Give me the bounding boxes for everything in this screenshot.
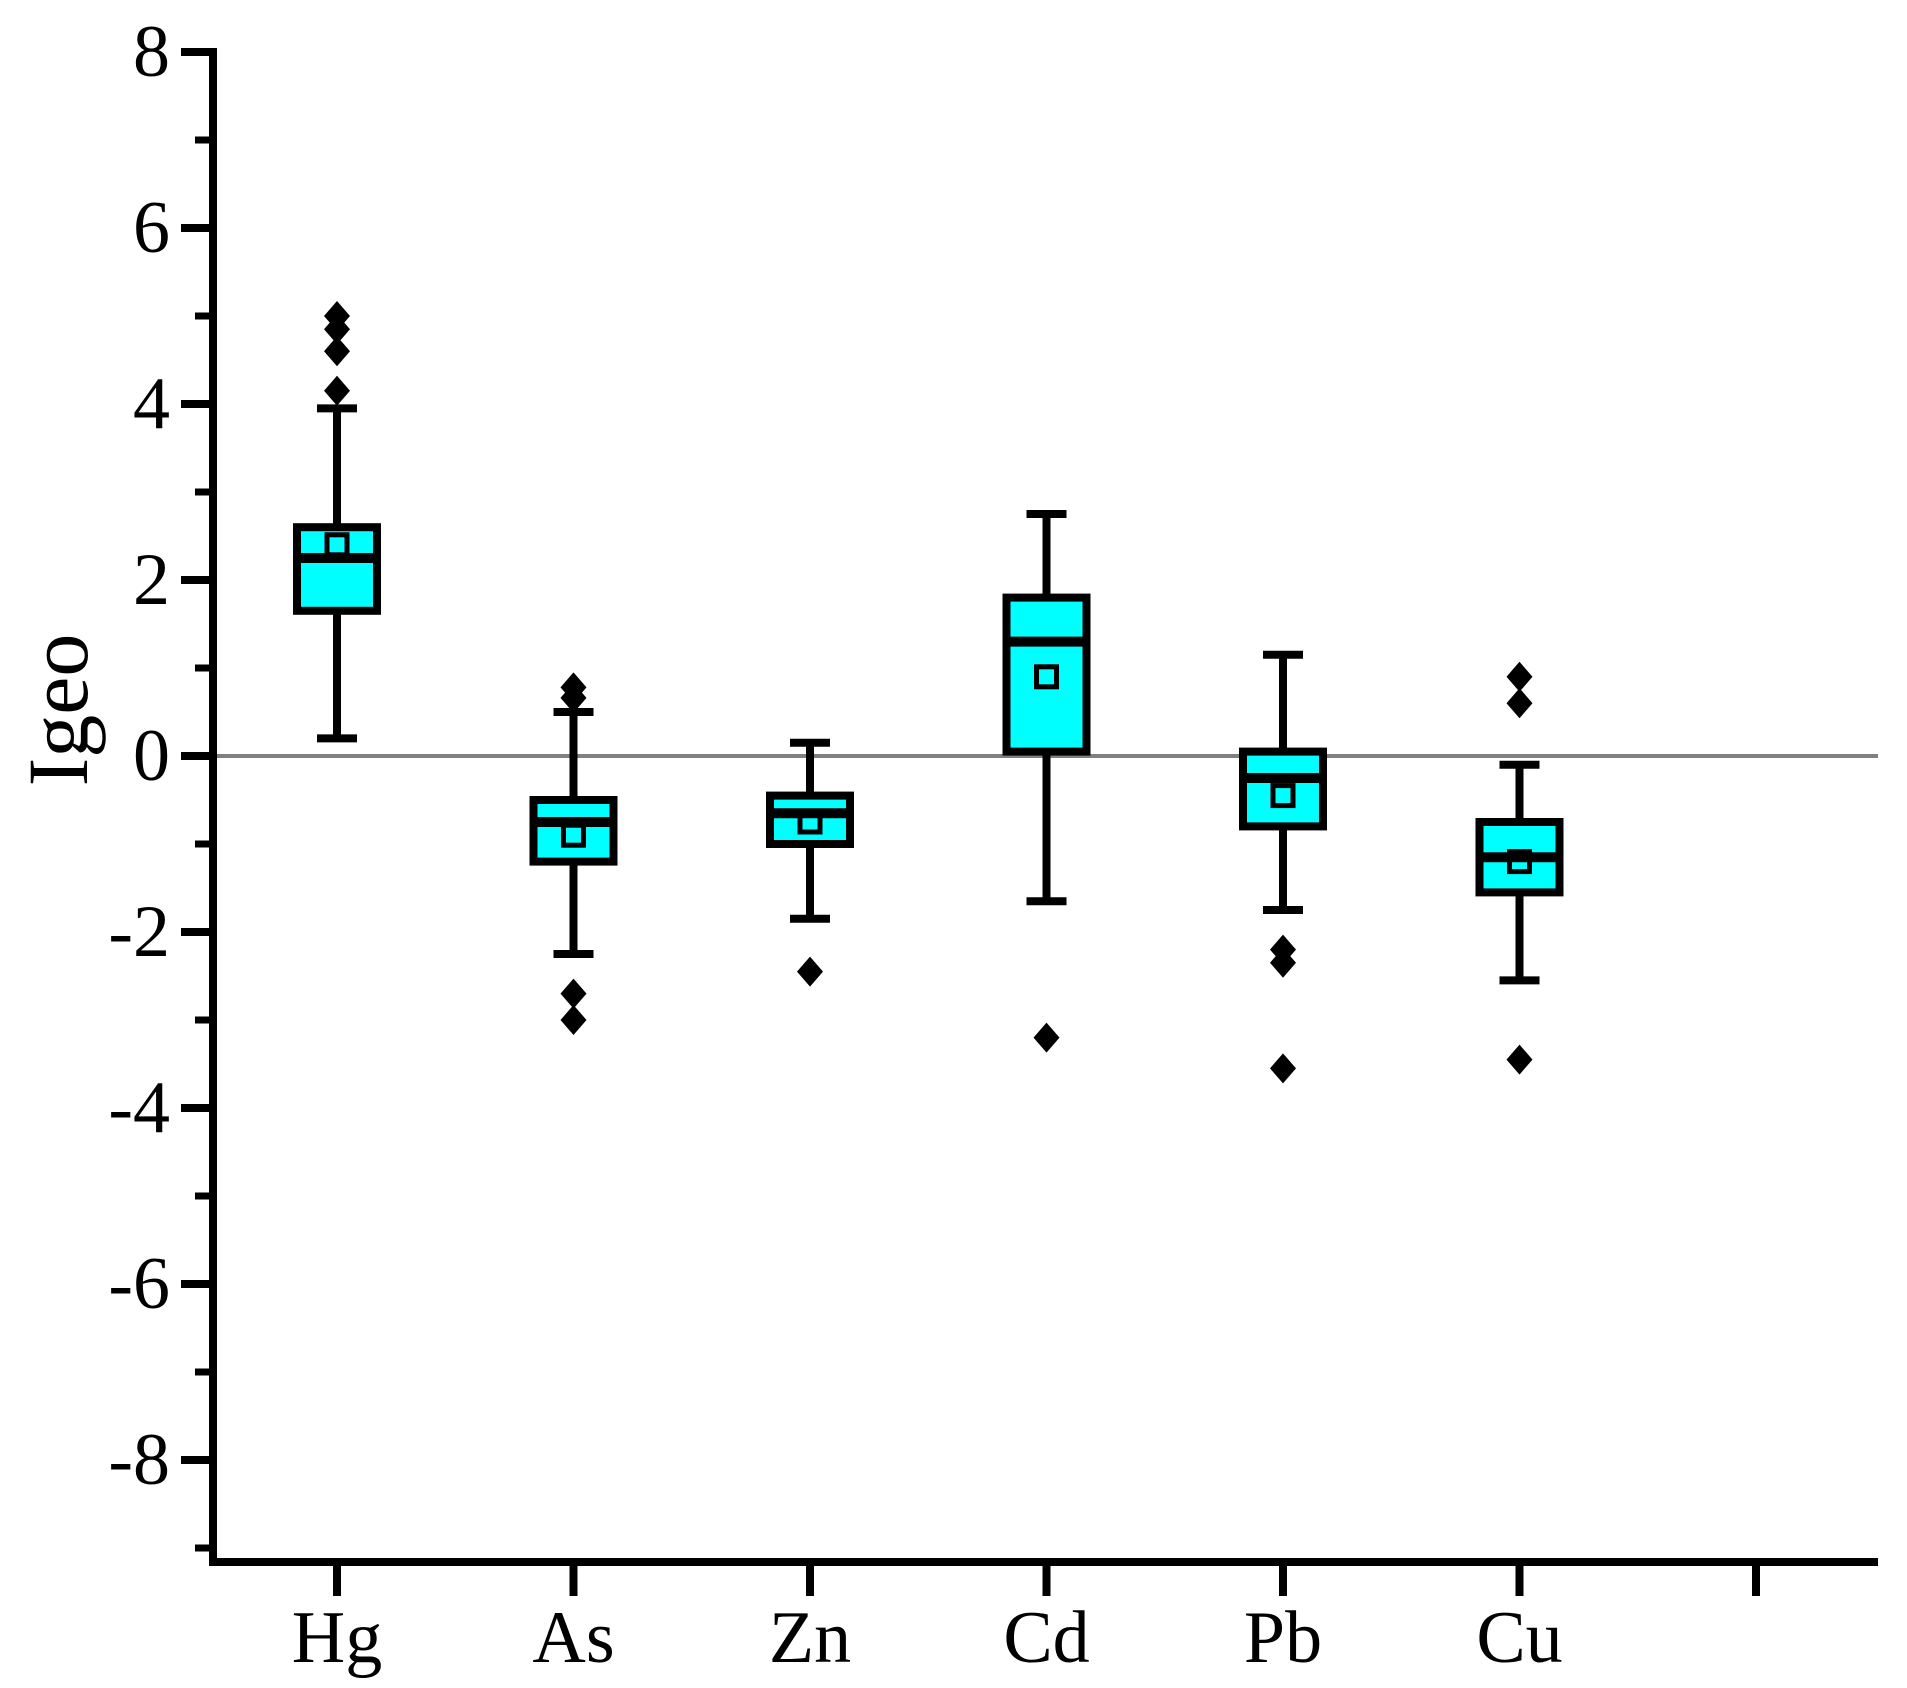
Cd-mean-marker bbox=[1034, 664, 1059, 690]
y-tick-label: 0 bbox=[133, 715, 170, 797]
box-pb bbox=[1239, 650, 1327, 1084]
box-as bbox=[529, 672, 618, 1035]
As-outlier-diamond bbox=[560, 682, 587, 713]
As-outlier-diamond bbox=[560, 1005, 587, 1035]
Pb-outlier-diamond bbox=[1270, 1053, 1296, 1084]
Zn-mean-marker bbox=[797, 809, 823, 835]
x-category-label: Cd bbox=[1003, 1597, 1089, 1679]
x-category-label: As bbox=[532, 1597, 614, 1679]
Zn-iqr-box bbox=[766, 791, 854, 848]
box-zn bbox=[766, 738, 854, 987]
Cd-iqr-box bbox=[1002, 593, 1091, 756]
Hg-outlier-diamond bbox=[324, 375, 350, 406]
y-tick-label: 4 bbox=[133, 363, 170, 445]
Pb-iqr-box bbox=[1239, 747, 1327, 831]
Hg-outlier-diamond bbox=[324, 336, 350, 367]
Zn-outlier-diamond bbox=[797, 956, 823, 987]
y-tick-label: 2 bbox=[133, 539, 170, 621]
y-tick-label: 6 bbox=[133, 187, 170, 269]
y-tick-label: -6 bbox=[108, 1243, 170, 1325]
y-tick-label: -2 bbox=[108, 891, 170, 973]
y-axis-title: Igeo bbox=[10, 633, 106, 787]
x-axis: Hg As Zn Cd Pb Cu bbox=[209, 1558, 1878, 1679]
As-outlier-diamond bbox=[560, 978, 587, 1009]
As-mean-marker bbox=[561, 822, 586, 848]
Cd-outlier-diamond bbox=[1033, 1022, 1060, 1053]
x-category-label: Hg bbox=[292, 1597, 382, 1679]
Cu-mean-marker bbox=[1507, 849, 1532, 875]
y-tick-label: 8 bbox=[133, 11, 170, 93]
box-hg bbox=[293, 301, 381, 743]
Cu-outlier-diamond bbox=[1506, 661, 1533, 692]
Pb-outlier-diamond bbox=[1270, 947, 1296, 978]
Cu-outlier-diamond bbox=[1506, 1044, 1533, 1075]
Hg-outlier-diamond bbox=[324, 301, 350, 331]
box-cd bbox=[1002, 510, 1091, 1053]
y-axis: 8 6 4 2 0 -2 -4 -6 -8 bbox=[108, 11, 217, 1566]
x-category-label: Pb bbox=[1244, 1597, 1322, 1679]
x-category-label: Zn bbox=[769, 1597, 851, 1679]
Hg-iqr-box bbox=[293, 523, 381, 615]
Pb-mean-marker bbox=[1270, 783, 1296, 809]
Cu-outlier-diamond bbox=[1506, 688, 1533, 719]
y-tick-label: -4 bbox=[108, 1067, 170, 1149]
Hg-mean-marker bbox=[324, 532, 350, 558]
y-tick-label: -8 bbox=[108, 1419, 170, 1501]
x-category-label: Cu bbox=[1476, 1597, 1562, 1679]
box-cu bbox=[1475, 661, 1564, 1075]
As-iqr-box bbox=[529, 796, 618, 866]
